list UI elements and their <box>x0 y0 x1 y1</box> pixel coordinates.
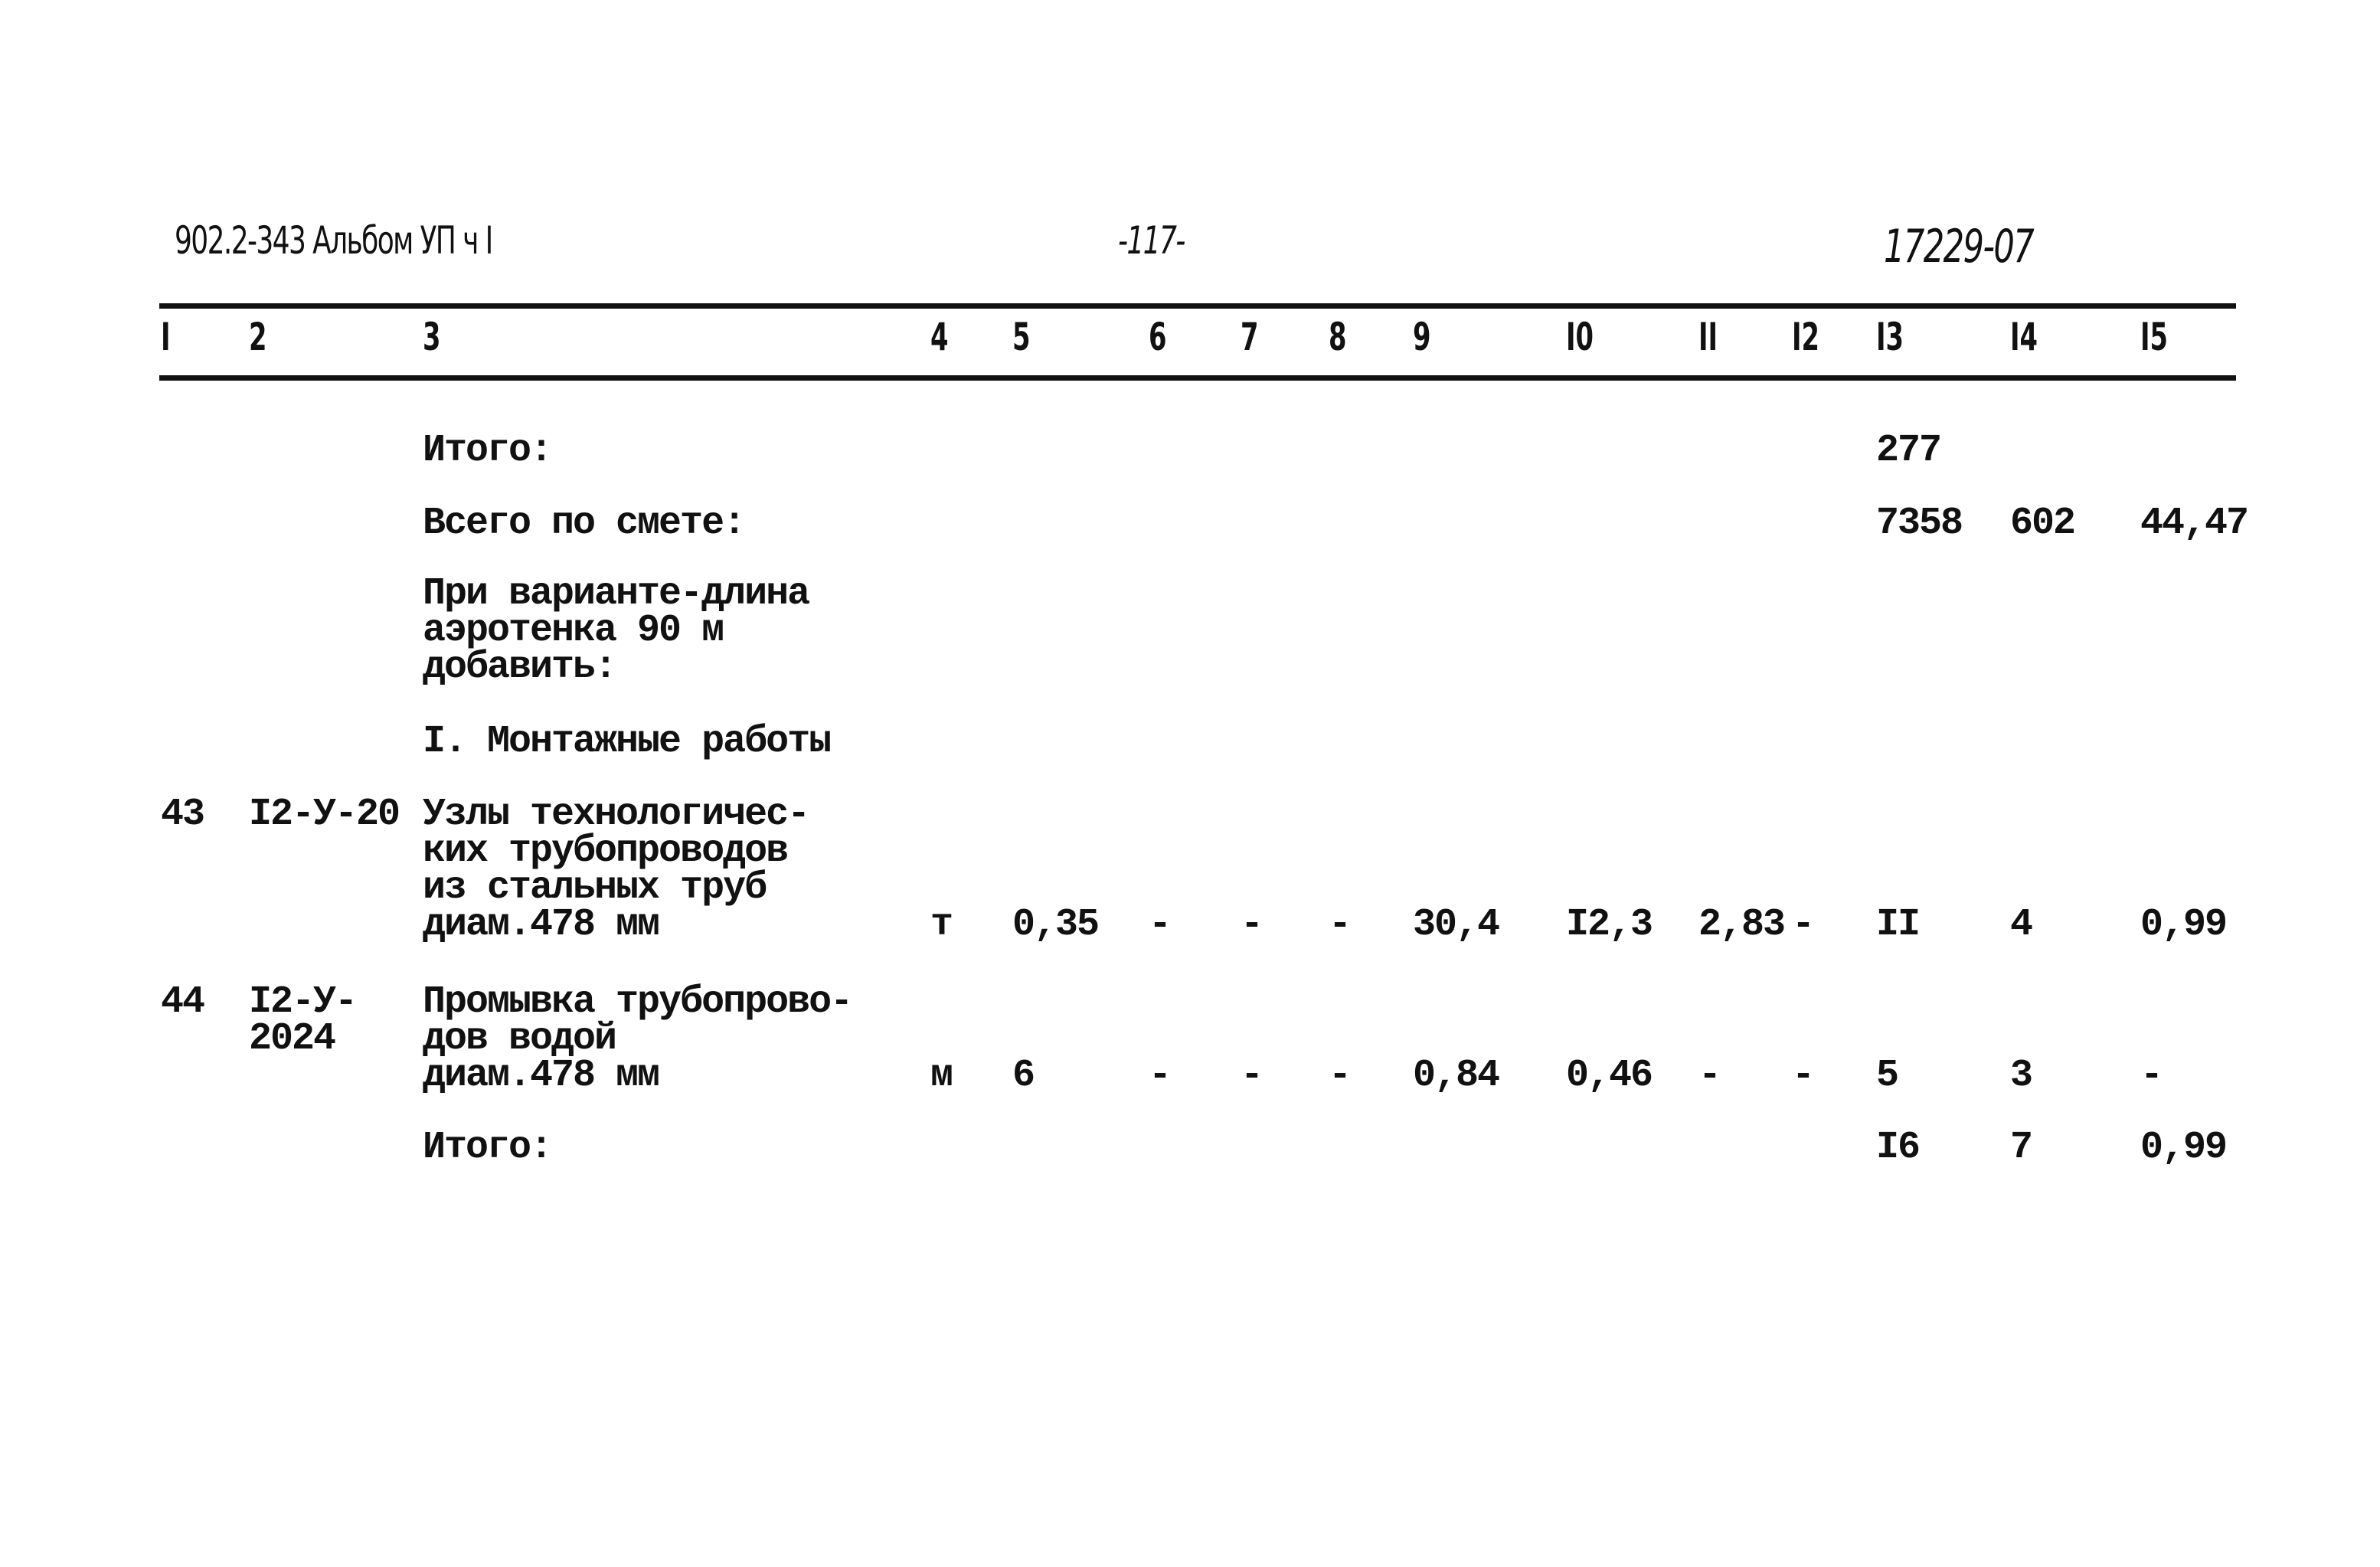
cell-col-12: - <box>1792 1054 1815 1098</box>
cell-col-6: - <box>1149 1054 1172 1098</box>
cell-col-11: 2,83 <box>1698 903 1786 947</box>
column-header: I2 <box>1792 315 1820 359</box>
page-number: -117- <box>1118 218 1185 263</box>
rate-code: I2-У-20 <box>249 793 400 836</box>
column-header: 3 <box>423 315 441 359</box>
row-description: из стальных труб <box>423 866 767 910</box>
cell-col-5: 0,35 <box>1012 903 1100 947</box>
cell-col-9: 0,84 <box>1413 1054 1500 1098</box>
rate-code: I2-У- <box>249 980 358 1024</box>
column-header: 6 <box>1149 315 1167 359</box>
row-description: диам.478 мм <box>423 903 660 947</box>
column-header: 2 <box>249 315 267 359</box>
cell-col-15: 0,99 <box>2140 903 2228 947</box>
column-header: 5 <box>1012 315 1031 359</box>
column-header: 9 <box>1413 315 1431 359</box>
cell-col-15: - <box>2140 1054 2163 1098</box>
column-header: 4 <box>930 315 949 359</box>
row-description: аэротенка 90 м <box>423 609 724 653</box>
row-description: Промывка трубопрово- <box>423 980 853 1024</box>
row-description: Итого: <box>423 429 553 473</box>
column-header: I4 <box>2010 315 2038 359</box>
row-description: ких трубопроводов <box>423 829 789 873</box>
cell-col-12: - <box>1792 903 1815 947</box>
cell-col-13: 7358 <box>1876 502 1963 545</box>
cell-col-7: - <box>1241 1054 1264 1098</box>
cell-col-14: 602 <box>2010 502 2076 545</box>
cell-col-13: II <box>1876 903 1921 947</box>
table-top-rule <box>159 303 2236 309</box>
column-header: I5 <box>2140 315 2169 359</box>
cell-col-14: 7 <box>2010 1126 2033 1170</box>
cell-col-13: 5 <box>1876 1054 1899 1098</box>
row-number: 43 <box>161 793 205 836</box>
column-header: 7 <box>1241 315 1259 359</box>
cell-col-14: 4 <box>2010 903 2033 947</box>
cell-col-10: I2,3 <box>1566 903 1653 947</box>
row-description: дов водой <box>423 1017 617 1061</box>
row-description: При варианте-длина <box>423 572 810 616</box>
document-code: 902.2-343 Альбом УП ч I <box>175 218 493 263</box>
cell-col-5: 6 <box>1012 1054 1035 1098</box>
cell-col-7: - <box>1241 903 1264 947</box>
row-description: Итого: <box>423 1126 553 1170</box>
row-description: I. Монтажные работы <box>423 720 832 764</box>
column-header: I0 <box>1566 315 1594 359</box>
cell-col-8: - <box>1329 1054 1352 1098</box>
row-description: диам.478 мм <box>423 1054 660 1098</box>
cell-col-15: 0,99 <box>2140 1126 2228 1170</box>
cell-col-15: 44,47 <box>2140 502 2249 545</box>
column-header: I3 <box>1876 315 1904 359</box>
cell-col-13: I6 <box>1876 1126 1921 1170</box>
cell-col-11: - <box>1698 1054 1721 1098</box>
table-header-rule <box>159 375 2236 381</box>
cell-col-4: м <box>930 1054 953 1098</box>
cell-col-9: 30,4 <box>1413 903 1500 947</box>
row-description: добавить: <box>423 646 617 689</box>
cell-col-10: 0,46 <box>1566 1054 1653 1098</box>
column-header: I <box>161 315 171 359</box>
row-description: Узлы технологичес- <box>423 793 810 836</box>
row-number: 44 <box>161 980 205 1024</box>
reference-number: 17229-07 <box>1884 220 2035 273</box>
row-description: Всего по смете: <box>423 502 746 545</box>
column-header: II <box>1698 315 1718 359</box>
cell-col-8: - <box>1329 903 1352 947</box>
rate-code: 2024 <box>249 1017 336 1061</box>
cell-col-4: т <box>930 903 953 947</box>
cell-col-13: 277 <box>1876 429 1942 473</box>
column-header: 8 <box>1329 315 1347 359</box>
cell-col-6: - <box>1149 903 1172 947</box>
cell-col-14: 3 <box>2010 1054 2033 1098</box>
